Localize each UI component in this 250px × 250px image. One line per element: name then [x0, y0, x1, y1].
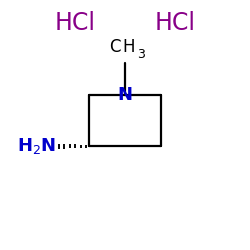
Text: C: C	[109, 38, 121, 56]
Text: 3: 3	[137, 48, 145, 61]
Text: HCl: HCl	[54, 10, 96, 34]
Text: N: N	[118, 86, 132, 104]
Text: H: H	[122, 38, 135, 56]
Text: HCl: HCl	[154, 10, 196, 34]
Text: H$_2$N: H$_2$N	[17, 136, 56, 156]
